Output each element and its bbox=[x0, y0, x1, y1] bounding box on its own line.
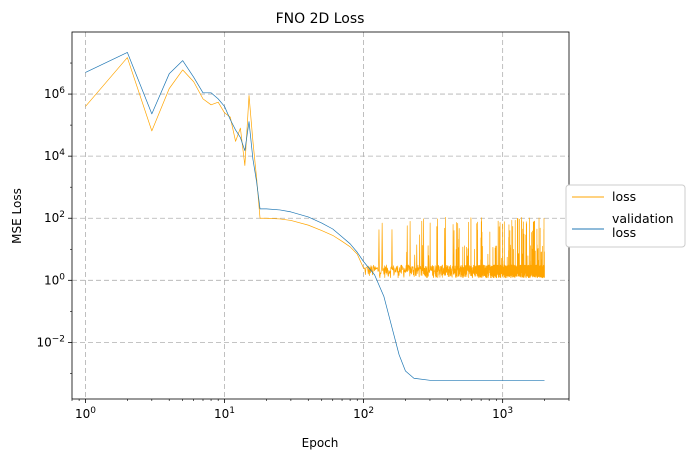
legend: loss validation loss bbox=[565, 184, 686, 248]
legend-label-loss: loss bbox=[612, 189, 636, 204]
legend-label-validation-loss: validation loss bbox=[612, 211, 674, 240]
y-tick-label: 104 bbox=[44, 148, 65, 163]
chart-title: FNO 2D Loss bbox=[276, 11, 365, 27]
x-tick-label: 100 bbox=[75, 406, 96, 421]
x-axis-label: Epoch bbox=[302, 436, 339, 450]
legend-box bbox=[565, 184, 686, 248]
y-tick-label: 10−2 bbox=[36, 334, 65, 349]
series-line-validation-loss bbox=[85, 52, 545, 381]
y-tick-label: 106 bbox=[44, 86, 65, 101]
axis-ticks: 100 101 102 103 10−2 100 102 104 106 bbox=[36, 62, 570, 421]
x-tick-label: 103 bbox=[492, 406, 513, 421]
x-tick-label: 102 bbox=[353, 406, 374, 421]
series-line-loss bbox=[85, 57, 545, 279]
x-tick-label: 101 bbox=[214, 406, 235, 421]
y-tick-label: 100 bbox=[44, 272, 65, 287]
grid bbox=[72, 32, 569, 399]
y-tick-label: 102 bbox=[44, 210, 65, 225]
y-axis-label: MSE Loss bbox=[10, 188, 24, 244]
series-lines bbox=[85, 52, 545, 381]
